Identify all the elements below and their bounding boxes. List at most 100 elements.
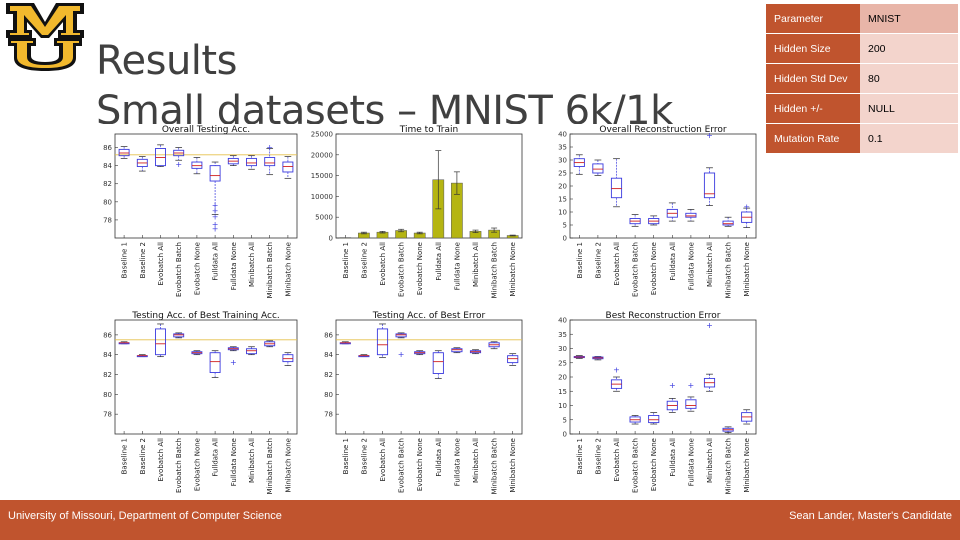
y-tick-label: 80 (324, 391, 333, 399)
x-tick-label: Fulldata All (669, 242, 677, 281)
x-tick-label: Fulldata All (435, 438, 443, 477)
y-tick-label: 25 (558, 170, 567, 178)
param-row: Hidden Size 200 (766, 33, 958, 64)
x-tick-label: Evobatch None (416, 438, 424, 491)
x-tick-label: Evobatch All (157, 242, 165, 286)
logo-u-mark (8, 38, 82, 71)
y-tick-label: 78 (103, 411, 112, 419)
chart-title: Testing Acc. of Best Training Acc. (131, 311, 280, 321)
x-tick-label: Fulldata None (687, 242, 695, 290)
box (629, 218, 641, 225)
x-tick-label: Baseline 2 (360, 242, 368, 278)
outlier: + (706, 131, 713, 140)
outlier: + (212, 213, 219, 222)
x-tick-label: Baseline 1 (576, 438, 584, 474)
box (209, 352, 221, 373)
y-tick-label: 0 (563, 235, 567, 243)
box (118, 148, 130, 157)
x-tick-label: Minibatch All (706, 242, 714, 287)
x-tick-label: Fulldata All (212, 242, 220, 281)
box (191, 161, 203, 169)
box (155, 148, 166, 167)
param-label: Hidden Std Dev (766, 63, 860, 94)
x-tick-label: Evobatch All (613, 242, 621, 286)
box (282, 161, 294, 173)
x-tick-label: Minibatch None (743, 242, 751, 297)
x-tick-label: Evobatch Batch (175, 242, 183, 297)
y-tick-label: 84 (324, 351, 333, 359)
outlier: + (212, 206, 219, 215)
outlier: + (669, 381, 676, 390)
x-tick-label: Fulldata None (453, 438, 461, 486)
footer-author: Sean Lander, Master's Candidate (789, 510, 952, 522)
param-value: 80 (860, 63, 958, 94)
footer-bar: University of Missouri, Department of Co… (0, 500, 960, 540)
x-tick-label: Evobatch All (379, 438, 387, 482)
plot-frame (569, 133, 757, 239)
chart-svg: Overall Reconstruction Error 0 5 10 15 20 25 30… (558, 125, 757, 298)
box (376, 328, 389, 356)
chart-title: Testing Acc. of Best Error (372, 311, 486, 321)
y-tick-label: 78 (103, 216, 112, 224)
y-tick-label: 5 (563, 416, 567, 424)
plot-frame (114, 133, 298, 239)
x-tick-label: Evobatch Batch (175, 438, 183, 493)
x-tick-label: Minibatch Batch (491, 438, 499, 494)
param-label: Mutation Rate (766, 123, 860, 154)
x-tick-label: Minibatch None (509, 242, 517, 297)
x-tick-label: Evobatch All (157, 438, 165, 482)
x-tick-label: Evobatch None (650, 242, 658, 295)
chart-title: Overall Reconstruction Error (599, 125, 726, 135)
footer-affiliation: University of Missouri, Department of Co… (8, 510, 282, 522)
x-tick-label: Baseline 1 (342, 242, 350, 278)
chart-svg: Overall Testing Acc. 78 80 82 84 86 Baseline 1… (103, 125, 298, 298)
plot-frame (335, 319, 523, 435)
chart-best-reconstruction-error: Best Reconstruction Error 0 5 10 15 20 25 30 35 4… (540, 310, 764, 496)
y-tick-label: 25 (558, 359, 567, 367)
box (592, 163, 604, 174)
x-tick-label: Minibatch None (509, 438, 517, 493)
x-tick-label: Baseline 2 (139, 242, 147, 278)
y-tick-label: 86 (103, 144, 112, 152)
y-tick-label: 84 (103, 162, 112, 170)
y-tick-label: 10 (558, 209, 567, 217)
y-tick-label: 20000 (311, 151, 333, 159)
outlier: + (212, 224, 219, 233)
x-tick-label: Fulldata None (230, 242, 238, 290)
plot-frame (569, 319, 757, 435)
box (395, 333, 407, 338)
outlier: + (743, 202, 750, 211)
box (722, 220, 734, 226)
y-tick-label: 25000 (311, 131, 333, 139)
box (432, 352, 444, 374)
x-tick-label: Evobatch None (193, 242, 201, 295)
x-tick-label: Baseline 1 (121, 438, 129, 474)
chart-title: Time to Train (399, 125, 458, 135)
y-tick-label: 5 (563, 222, 567, 230)
chart-overall-testing-acc: Overall Testing Acc. 78 80 82 84 86 Baseline 1… (85, 124, 305, 300)
y-tick-label: 80 (103, 198, 112, 206)
x-tick-label: Baseline 2 (360, 438, 368, 474)
box (592, 356, 604, 360)
box (173, 333, 185, 338)
x-tick-label: Evobatch Batch (632, 242, 640, 297)
y-tick-label: 0 (329, 235, 333, 243)
outlier: + (398, 350, 405, 359)
y-tick-label: 30 (558, 157, 567, 165)
x-tick-label: Minibatch Batch (266, 438, 274, 494)
y-tick-label: 20 (558, 374, 567, 382)
y-tick-label: 15000 (311, 172, 333, 180)
x-tick-label: Minibatch Batch (491, 242, 499, 298)
box (282, 354, 294, 363)
param-row: Parameter MNIST (766, 4, 958, 34)
x-tick-label: Fulldata None (230, 438, 238, 486)
outlier: + (688, 381, 695, 390)
x-tick-label: Fulldata All (669, 438, 677, 477)
x-tick-label: Minibatch All (472, 438, 480, 483)
x-tick-label: Evobatch Batch (398, 438, 406, 493)
y-tick-label: 35 (558, 331, 567, 339)
outlier: + (212, 220, 219, 229)
chart-time-to-train: Time to Train 0 5000 10000 15000 20000 25000 Ba… (306, 124, 530, 300)
box (451, 348, 463, 353)
y-tick-label: 40 (558, 131, 567, 139)
